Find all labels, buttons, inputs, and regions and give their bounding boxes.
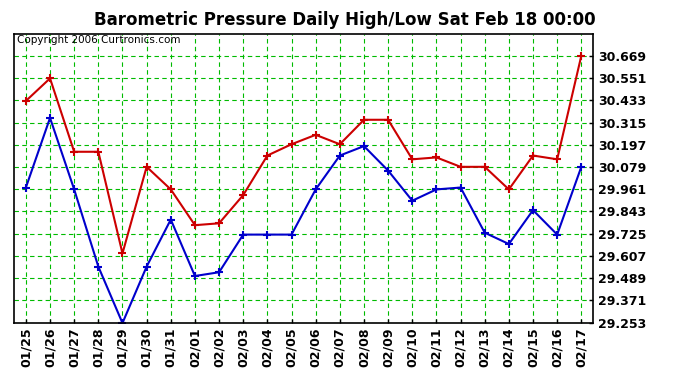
Text: Copyright 2006 Curtronics.com: Copyright 2006 Curtronics.com <box>17 35 180 45</box>
Text: Barometric Pressure Daily High/Low Sat Feb 18 00:00: Barometric Pressure Daily High/Low Sat F… <box>95 11 595 29</box>
